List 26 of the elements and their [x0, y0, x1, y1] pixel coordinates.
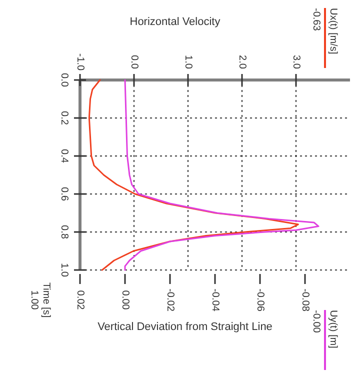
x2-tick-label: -1.0 — [74, 53, 86, 72]
text: 1.00 — [28, 290, 40, 310]
x-tick-label: -0.08 — [300, 288, 310, 312]
x2-axis-title: Horizontal Velocity — [130, 16, 221, 28]
x2-tick-label: 0.0 — [128, 55, 140, 70]
text: Ux(t) [m/s] — [328, 8, 338, 54]
x2-tick-label: 1.0 — [182, 55, 194, 70]
x-tick-label: 0.02 — [74, 290, 86, 310]
text: -0.00 — [310, 310, 322, 334]
y-tick-label: 0.8 — [58, 225, 70, 240]
y-axis-title: Time [s] — [40, 282, 52, 318]
y-tick-label: 1.0 — [58, 263, 70, 278]
x-axis-title: Vertical Deviation from Straight Line — [98, 321, 272, 333]
y-tick-label: 0.0 — [58, 73, 70, 88]
x2-tick-label: 2.0 — [236, 55, 248, 70]
x-tick-label: -0.06 — [254, 288, 266, 312]
text: -0.63 — [310, 8, 322, 32]
y-tick-label: 0.4 — [58, 149, 70, 164]
text: Uy(t) [m] — [328, 310, 338, 349]
y-tick-label: 0.2 — [58, 111, 70, 126]
line-series — [124, 79, 320, 271]
x-tick-label: -0.02 — [164, 288, 176, 312]
x2-tick-label: 3.0 — [290, 55, 302, 70]
x-tick-label: 0.00 — [120, 290, 130, 310]
x-tick-label: -0.04 — [210, 288, 220, 312]
y-tick-label: 0.6 — [58, 187, 70, 202]
